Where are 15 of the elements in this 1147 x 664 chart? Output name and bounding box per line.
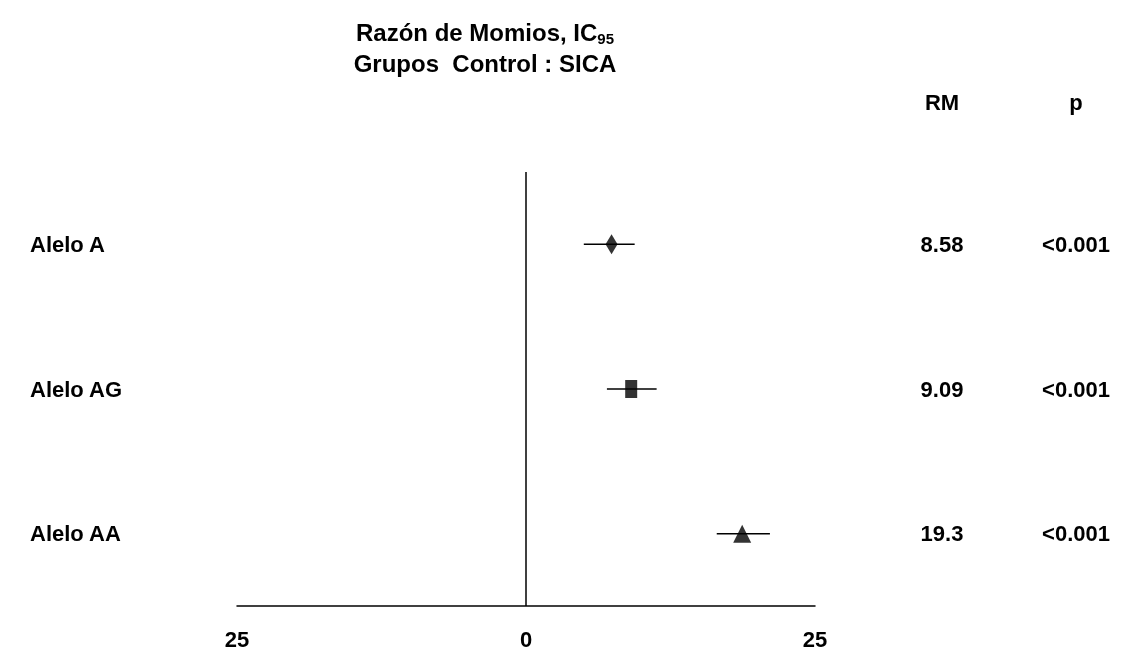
text: p: [1069, 89, 1083, 115]
text: <0.001: [1042, 376, 1110, 402]
y-tick-label: Alelo A: [30, 231, 106, 257]
text: 9.09: [920, 376, 964, 402]
y-tick-label: Alelo AG: [30, 376, 123, 402]
text: <0.001: [1042, 521, 1110, 547]
text: 8.58: [920, 231, 964, 257]
text: <0.001: [1042, 231, 1110, 257]
text: RM: [924, 89, 960, 115]
chart-subtitle: Grupos Control : SICA: [353, 49, 617, 77]
text: 19.3: [920, 521, 964, 547]
x-tick-label: 25: [224, 626, 250, 652]
x-tick-label: 0: [519, 626, 533, 652]
y-tick-label: Alelo AA: [30, 521, 121, 547]
x-tick-label: 25: [802, 626, 828, 652]
